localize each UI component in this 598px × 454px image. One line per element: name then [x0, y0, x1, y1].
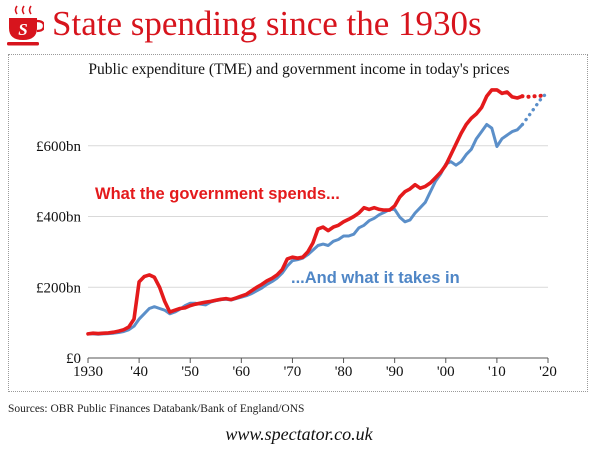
- x-tick-label: 1930: [73, 364, 103, 380]
- x-tick-label: '60: [232, 364, 250, 380]
- x-tick-label: '80: [335, 364, 353, 380]
- x-tick-label: '00: [437, 364, 455, 380]
- x-tick-label: '20: [539, 364, 557, 380]
- x-tick-label: '50: [181, 364, 199, 380]
- gridlines: [88, 145, 548, 288]
- chart-subtitle: Public expenditure (TME) and government …: [88, 61, 510, 78]
- website-url: www.spectator.co.uk: [225, 424, 373, 444]
- series-line-spending: [86, 88, 525, 336]
- annotations: What the government spends... ...And what…: [95, 185, 460, 287]
- annotation-income: ...And what it takes in: [291, 269, 460, 287]
- x-tick-label: '70: [284, 364, 302, 380]
- forecast-line-spending: [520, 93, 545, 99]
- page-title: State spending since the 1930s: [52, 4, 482, 43]
- y-tick-label: £600bn: [36, 139, 82, 155]
- forecast-line-income: [520, 91, 550, 127]
- y-axis-tick-labels: £0 £200bn £400bn £600bn: [36, 139, 82, 367]
- chart-frame: [8, 54, 588, 392]
- spectator-teacup-logo-icon: S: [7, 5, 44, 46]
- y-tick-label: £0: [66, 351, 81, 367]
- x-tick-label: '40: [130, 364, 148, 380]
- x-axis: 1930 '40 '50 '60 '70 '80 '90 '00 '10 '20: [73, 357, 557, 380]
- y-tick-label: £400bn: [36, 210, 82, 226]
- x-tick-label: '10: [488, 364, 506, 380]
- series-lines: [86, 88, 550, 336]
- svg-text:S: S: [18, 20, 27, 39]
- x-tick-label: '90: [386, 364, 404, 380]
- y-tick-label: £200bn: [36, 280, 82, 296]
- series-line-income: [86, 123, 524, 336]
- sources-note: Sources: OBR Public Finances Databank/Ba…: [8, 403, 305, 415]
- annotation-spending: What the government spends...: [95, 185, 340, 203]
